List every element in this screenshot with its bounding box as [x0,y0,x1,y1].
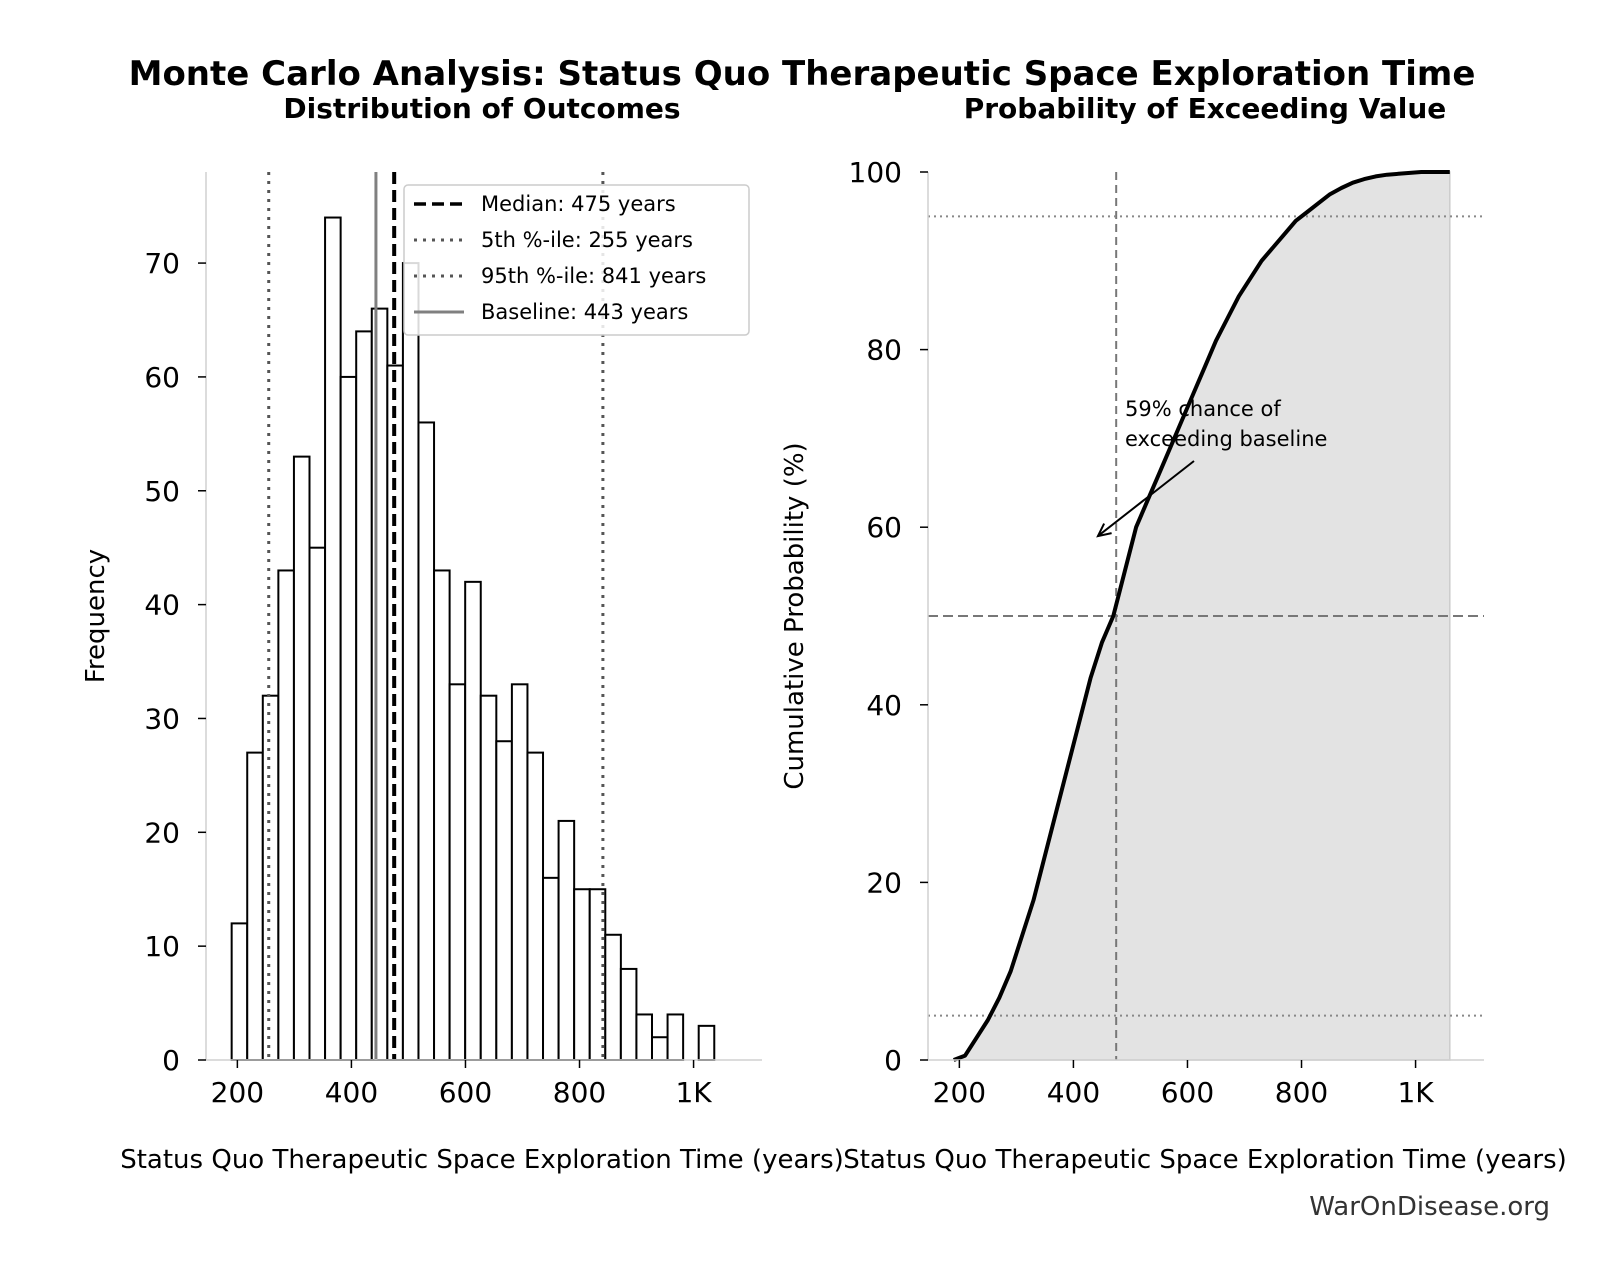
histogram-bar [464,580,482,1061]
histogram-y-label: Frequency [81,549,111,683]
y-tick-label: 50 [144,475,180,508]
histogram-bar [666,1013,685,1062]
histogram-bar [292,455,311,1062]
cdf-annotation: 59% chance of exceeding baseline [1096,397,1327,538]
histogram-bar [355,330,373,1061]
x-tick-label: 1K [675,1076,712,1109]
y-tick-label: 100 [849,156,902,189]
annotation-line-2: exceeding baseline [1125,427,1327,451]
annotation-arrow [1097,460,1195,537]
histogram-bar [604,933,622,1061]
footer-source: WarOnDisease.org [1309,1192,1550,1222]
cdf-x-ticks: 200 400 600 800 1K [933,1060,1434,1109]
figure-title: Monte Carlo Analysis: Status Quo Therape… [129,54,1476,94]
x-tick-label: 400 [325,1076,378,1109]
y-tick-label: 40 [144,589,180,622]
histogram-title: Distribution of Outcomes [283,92,680,125]
x-tick-label: 800 [553,1076,606,1109]
y-tick-label: 60 [144,361,180,394]
histogram-y-ticks: 0 10 20 30 40 50 60 70 [144,247,206,1077]
y-tick-label: 30 [144,702,180,735]
y-tick-label: 0 [884,1044,902,1077]
histogram-bar [697,1024,716,1062]
legend-baseline-label: Baseline: 443 years [481,300,688,324]
histogram-bar [370,307,389,1062]
legend-p5-label: 5th %-ile: 255 years [481,228,693,252]
x-tick-label: 200 [933,1076,986,1109]
y-tick-label: 80 [866,334,902,367]
histogram-bar [230,922,249,1062]
histogram-bar [573,888,591,1061]
histogram-bar [619,967,638,1062]
cdf-x-label: Status Quo Therapeutic Space Exploration… [843,1145,1567,1175]
y-tick-label: 70 [144,247,180,280]
legend-median-label: Median: 475 years [481,192,676,216]
y-tick-label: 10 [144,930,180,963]
histogram-legend: Median: 475 years 5th %-ile: 255 years 9… [403,184,750,336]
annotation-line-1: 59% chance of [1125,397,1281,421]
cdf-curve [952,170,1450,1062]
x-tick-label: 400 [1047,1076,1100,1109]
histogram-bar [542,876,560,1061]
histogram-bar [526,751,545,1061]
histogram-bar [495,740,513,1061]
x-tick-label: 200 [211,1076,264,1109]
histogram-bar [433,569,451,1061]
y-tick-label: 20 [144,816,180,849]
histogram-bar [557,819,576,1062]
histogram-bar [261,694,280,1061]
histogram-reference-lines [267,172,605,1060]
y-tick-label: 0 [162,1044,180,1077]
histogram-x-ticks: 200 400 600 800 1K [211,1060,712,1109]
histogram-bar [324,216,342,1062]
cdf-y-label: Cumulative Probability (%) [780,442,810,789]
y-tick-label: 40 [866,689,902,722]
histogram-bar [479,694,498,1061]
histogram-bar [417,421,436,1061]
x-tick-label: 600 [1161,1076,1214,1109]
legend-frame [403,184,750,336]
histogram-bars [230,216,716,1062]
cdf-y-ticks: 0 20 40 60 80 100 [849,156,928,1077]
histogram-bar [339,375,358,1061]
histogram-bar [246,751,264,1061]
histogram-bar [448,683,467,1061]
cdf-panel: Probability of Exceeding Value 0 20 40 60 80… [780,92,1567,1175]
histogram-bar [635,1013,653,1062]
cdf-reference-lines [928,172,1484,1060]
legend-p95-label: 95th %-ile: 841 years [481,264,706,288]
cdf-title: Probability of Exceeding Value [964,92,1447,125]
histogram-bar [308,546,327,1061]
annotation-arrowhead [1096,523,1112,538]
x-tick-label: 1K [1397,1076,1434,1109]
histogram-bar [510,683,529,1061]
x-tick-label: 600 [439,1076,492,1109]
histogram-bar [401,262,420,1062]
y-tick-label: 20 [866,866,902,899]
histogram-bar [277,569,295,1061]
histogram-panel: Distribution of Outcomes 0 10 20 30 40 50 60 70… [81,92,844,1175]
x-tick-label: 800 [1275,1076,1328,1109]
histogram-bar [650,1036,669,1061]
histogram-x-label: Status Quo Therapeutic Space Exploration… [120,1145,844,1175]
y-tick-label: 60 [866,511,902,544]
